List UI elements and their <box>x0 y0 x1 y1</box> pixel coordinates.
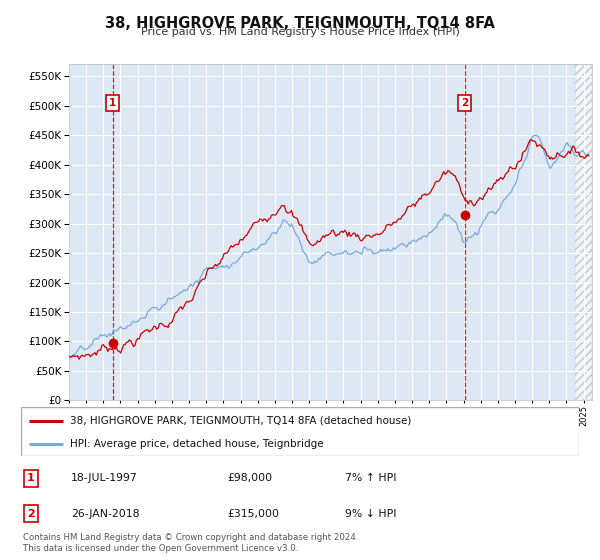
Text: 1: 1 <box>109 97 116 108</box>
Text: £315,000: £315,000 <box>227 509 280 519</box>
Text: 2: 2 <box>461 97 469 108</box>
Text: 2: 2 <box>27 509 35 519</box>
Text: 18-JUL-1997: 18-JUL-1997 <box>71 473 138 483</box>
Text: 9% ↓ HPI: 9% ↓ HPI <box>344 509 396 519</box>
Text: 26-JAN-2018: 26-JAN-2018 <box>71 509 140 519</box>
Bar <box>575 64 592 400</box>
Text: £98,000: £98,000 <box>227 473 272 483</box>
Text: Contains HM Land Registry data © Crown copyright and database right 2024.
This d: Contains HM Land Registry data © Crown c… <box>23 533 358 553</box>
Text: Price paid vs. HM Land Registry's House Price Index (HPI): Price paid vs. HM Land Registry's House … <box>140 27 460 37</box>
Text: 38, HIGHGROVE PARK, TEIGNMOUTH, TQ14 8FA (detached house): 38, HIGHGROVE PARK, TEIGNMOUTH, TQ14 8FA… <box>70 416 412 426</box>
Text: HPI: Average price, detached house, Teignbridge: HPI: Average price, detached house, Teig… <box>70 439 324 449</box>
Text: 7% ↑ HPI: 7% ↑ HPI <box>344 473 396 483</box>
Text: 38, HIGHGROVE PARK, TEIGNMOUTH, TQ14 8FA: 38, HIGHGROVE PARK, TEIGNMOUTH, TQ14 8FA <box>105 16 495 31</box>
Text: 1: 1 <box>27 473 35 483</box>
